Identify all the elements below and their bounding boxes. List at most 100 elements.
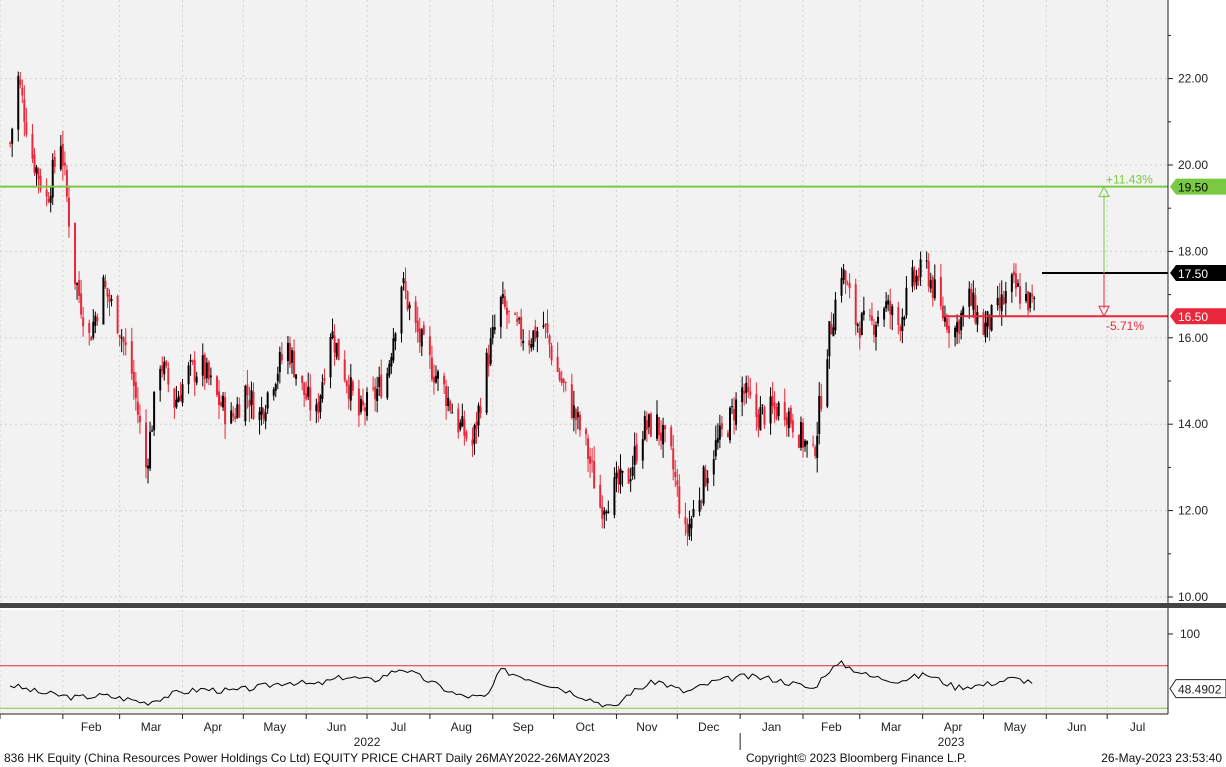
candle-body [516,318,519,322]
candle-body [420,329,423,347]
y-tick-label: 20.00 [1178,158,1208,172]
y-tick-label: 18.00 [1178,244,1208,258]
candle-body [187,365,190,385]
candle-body [345,380,348,386]
candle-body [45,189,48,197]
candle-body [897,307,900,326]
candle-body [749,391,752,396]
candle-body [913,270,916,283]
candle-body [305,393,308,400]
candle-body [514,313,517,315]
candle-body [546,323,549,333]
candle-body [434,375,437,383]
candle-body [958,320,961,334]
candle-body [615,472,618,479]
candle-body [962,307,965,317]
candle-body [820,396,823,409]
candle-body [743,390,746,394]
candle-body [465,432,468,439]
candle-body [601,506,604,519]
candle-body [61,143,64,166]
candle-body [631,466,634,476]
candle-body [785,417,788,426]
candle-body [19,79,22,85]
candle-body [307,386,310,397]
candle-body [94,315,97,326]
candle-body [729,407,731,441]
candle-body [388,363,391,376]
candle-body [92,321,95,338]
candle-body [1025,293,1028,302]
level-tag [1170,265,1226,281]
candle-body [88,323,91,333]
x-tick-label: Feb [81,720,102,734]
candle-body [832,327,835,337]
panel-divider[interactable] [0,603,1226,608]
candle-body [132,371,135,387]
candle-body [848,282,851,289]
candle-body [376,389,379,402]
candle-body [877,316,880,324]
candle-body [520,316,523,340]
candle-body [349,377,352,401]
candle-body [718,425,721,440]
candle-body [686,523,689,534]
candle-body [645,420,648,430]
candle-body [447,397,450,406]
candle-body [17,75,20,130]
x-tick-label: Nov [636,720,657,734]
candle-body [222,395,225,408]
footer: 836 HK Equity (China Resources Power Hol… [4,751,1222,765]
candle-body [828,321,831,357]
candle-body [323,378,326,382]
candle-body [700,501,703,503]
candle-body [885,301,888,309]
x-tick-label: Apr [204,720,223,734]
candle-body [939,276,942,306]
arrow-head-down [1098,305,1110,318]
candle-body [359,398,362,413]
candle-body [826,359,829,407]
candle-body [151,430,154,432]
candle-body [295,374,298,379]
candle-body [536,331,539,338]
candle-body [337,338,340,361]
x-tick-label: Jun [1067,720,1086,734]
candle-body [317,401,320,414]
axes [0,0,1226,715]
candle-body [621,471,624,473]
candle-body [293,350,296,377]
candle-body [854,284,857,325]
candle-body [1014,273,1017,289]
candle-body [49,195,52,203]
candle-body [451,412,454,414]
candle-body [755,394,758,417]
candle-body [791,420,794,433]
candle-body [272,389,275,396]
candle-body [138,415,141,423]
candle-body [656,414,658,439]
y-tick-label: 12.00 [1178,504,1208,518]
level-tag-label: 19.50 [1178,181,1208,195]
candle-body [591,460,594,462]
candle-body [1016,283,1019,287]
candle-body [643,416,646,440]
candle-body [477,405,480,426]
candle-body [124,341,127,346]
candle-body [215,376,218,395]
level-tag [1170,178,1226,195]
candles [9,71,1036,546]
x-tick-label: Mar [141,720,162,734]
candle-body [315,404,318,412]
candle-body [769,396,772,424]
candle-body [763,407,766,425]
candle-body [248,399,251,408]
candle-body [875,325,877,337]
candle-body [177,396,180,402]
candle-body [1002,297,1005,304]
candle-body [704,469,707,487]
candle-body [291,350,293,363]
candle-body [191,360,194,362]
candle-body [741,387,744,403]
candle-body [380,374,383,398]
